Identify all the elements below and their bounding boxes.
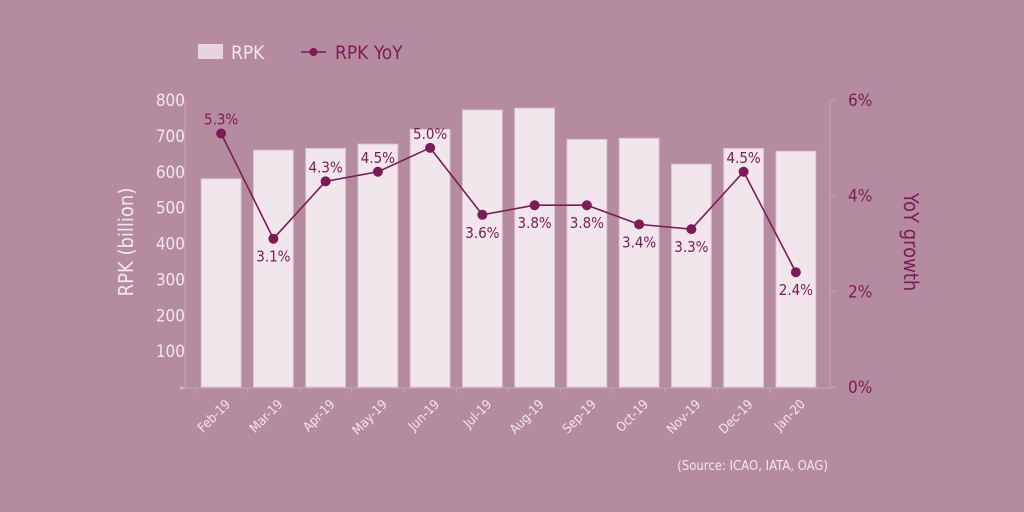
yoy-point-jun-19 bbox=[425, 142, 436, 153]
y-tick-label: 400 bbox=[156, 235, 185, 255]
legend-swatch-rpk bbox=[198, 44, 223, 59]
yoy-point-mar-19 bbox=[268, 233, 279, 244]
legend-label-yoy: RPK YoY bbox=[335, 42, 403, 64]
yoy-data-label: 3.1% bbox=[256, 248, 290, 266]
yoy-data-label: 3.6% bbox=[465, 224, 499, 242]
yoy-data-label: 5.3% bbox=[204, 110, 238, 128]
y2-tick-label: 2% bbox=[848, 282, 872, 302]
x-tick-label: Apr-19 bbox=[301, 397, 339, 435]
bar-rpk-nov-19 bbox=[671, 163, 712, 388]
bar-rpk-may-19 bbox=[357, 143, 399, 388]
x-tick-label: May-19 bbox=[350, 397, 391, 438]
x-tick-label: Feb-19 bbox=[195, 397, 234, 436]
x-tick-label: Dec-19 bbox=[716, 397, 756, 437]
yoy-point-may-19 bbox=[372, 166, 383, 177]
bar-rpk-jul-19 bbox=[462, 109, 503, 388]
x-tick-label: Sep-19 bbox=[560, 397, 600, 437]
yoy-line bbox=[220, 133, 797, 273]
x-tick-label: Jul-19 bbox=[460, 397, 495, 432]
yoy-point-aug-19 bbox=[529, 200, 540, 211]
y2-axis-title: YoY growth bbox=[899, 192, 923, 292]
yoy-data-label: 4.5% bbox=[726, 149, 760, 167]
yoy-data-label: 5.0% bbox=[413, 125, 447, 143]
y2-tick-label: 6% bbox=[848, 91, 872, 111]
y-tick-label: 200 bbox=[156, 306, 185, 326]
y2-tick-label: 0% bbox=[848, 378, 872, 398]
yoy-data-label: 4.3% bbox=[308, 158, 342, 176]
y-tick-label: 300 bbox=[156, 270, 185, 290]
yoy-data-label: 3.8% bbox=[570, 214, 604, 232]
legend-marker-yoy bbox=[309, 48, 318, 56]
y2-tick-label: 4% bbox=[848, 187, 872, 207]
bar-rpk-aug-19 bbox=[514, 107, 555, 388]
yoy-point-sep-19 bbox=[581, 200, 592, 211]
y-tick-label: 600 bbox=[156, 163, 185, 183]
x-tick-label: Mar-19 bbox=[247, 397, 286, 436]
y-tick-label: 700 bbox=[156, 127, 185, 147]
yoy-data-label: 3.3% bbox=[674, 238, 708, 256]
bar-rpk-oct-19 bbox=[618, 137, 660, 388]
x-tick-label: Jan-20 bbox=[771, 397, 809, 435]
source-note: (Source: ICAO, IATA, OAG) bbox=[677, 459, 828, 474]
y-axis-title: RPK (billion) bbox=[114, 188, 138, 297]
y-tick-label: 500 bbox=[156, 199, 185, 219]
yoy-data-label: 3.8% bbox=[517, 214, 551, 232]
x-tick-label: Nov-19 bbox=[664, 397, 704, 437]
bar-rpk-apr-19 bbox=[305, 147, 346, 388]
y-tick-label: 800 bbox=[156, 91, 185, 111]
yoy-point-jul-19 bbox=[477, 209, 488, 220]
yoy-point-nov-19 bbox=[686, 224, 697, 235]
y-tick-label: 100 bbox=[156, 342, 185, 362]
yoy-data-label: 4.5% bbox=[361, 149, 395, 167]
yoy-data-label: 2.4% bbox=[779, 281, 813, 299]
yoy-data-label: 3.4% bbox=[622, 233, 656, 251]
x-tick-label: Oct-19 bbox=[614, 397, 652, 435]
bar-rpk-dec-19 bbox=[723, 147, 764, 388]
yoy-point-oct-19 bbox=[634, 219, 645, 230]
bar-rpk-jun-19 bbox=[409, 128, 451, 388]
yoy-point-feb-19 bbox=[216, 128, 227, 139]
legend: RPK RPK YoY bbox=[198, 42, 403, 64]
yoy-point-dec-19 bbox=[738, 166, 749, 177]
bar-rpk-sep-19 bbox=[566, 138, 608, 388]
x-tick-label: Aug-19 bbox=[507, 397, 547, 437]
yoy-point-apr-19 bbox=[320, 176, 331, 187]
x-tick-label: Jun-19 bbox=[405, 397, 443, 435]
bar-rpk-mar-19 bbox=[253, 149, 294, 388]
yoy-point-jan-20 bbox=[790, 267, 801, 278]
bar-rpk-feb-19 bbox=[200, 178, 242, 388]
legend-label-rpk: RPK bbox=[231, 42, 265, 64]
